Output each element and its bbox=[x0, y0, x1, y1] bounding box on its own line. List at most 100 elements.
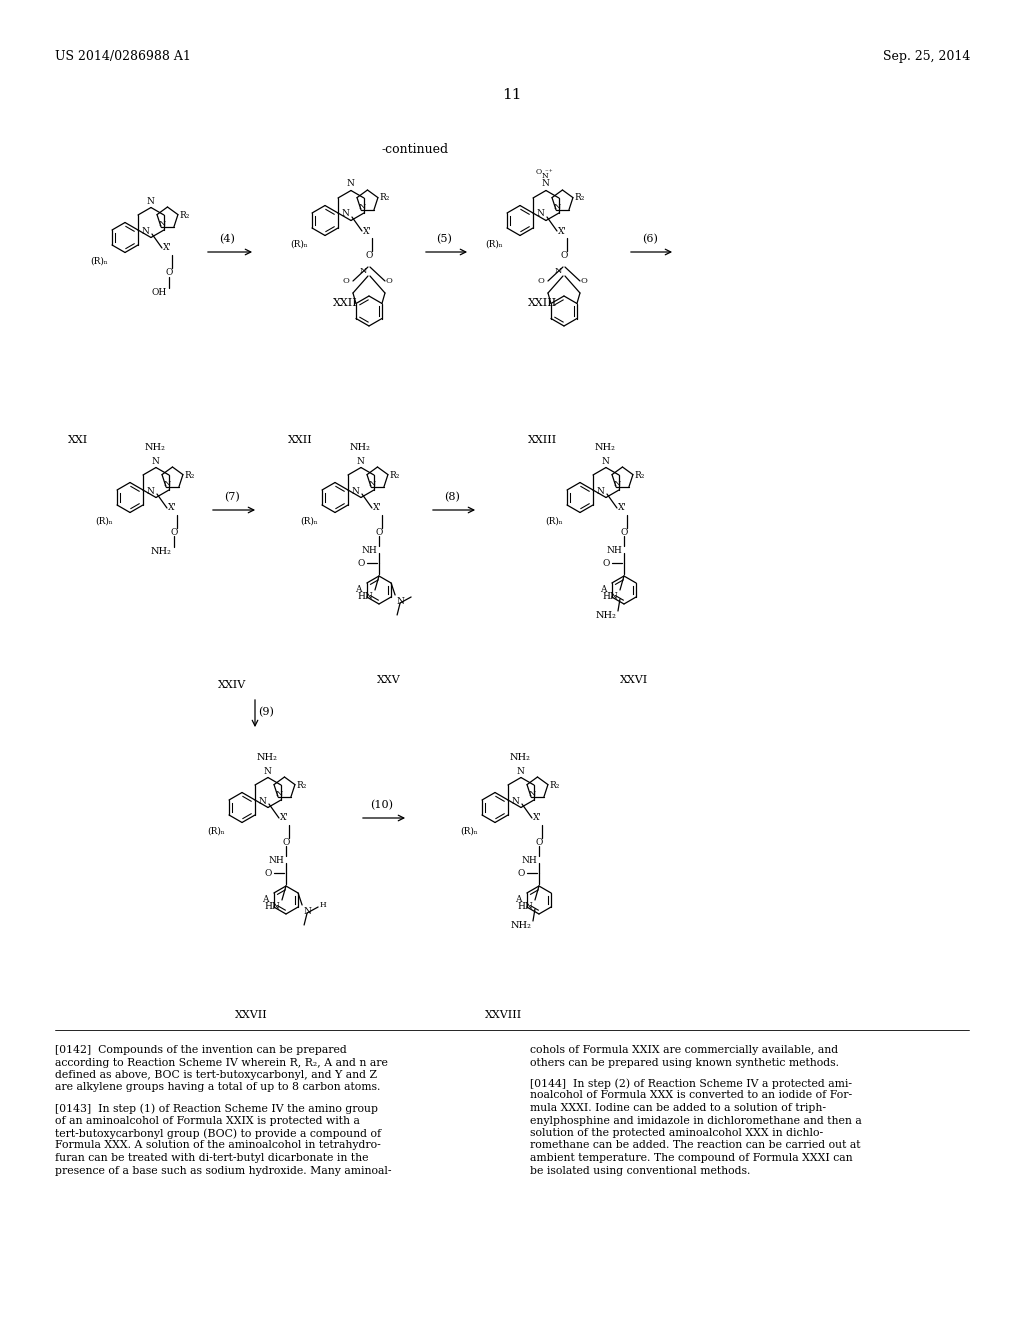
Text: Sep. 25, 2014: Sep. 25, 2014 bbox=[883, 50, 970, 63]
Text: (10): (10) bbox=[371, 800, 393, 810]
Text: H: H bbox=[319, 902, 326, 909]
Text: N: N bbox=[303, 907, 311, 916]
Text: N: N bbox=[541, 180, 549, 189]
Text: X': X' bbox=[373, 503, 382, 512]
Text: NH₂: NH₂ bbox=[151, 546, 171, 556]
Text: N: N bbox=[601, 457, 609, 466]
Text: A: A bbox=[262, 895, 269, 904]
Text: romethane can be added. The reaction can be carried out at: romethane can be added. The reaction can… bbox=[530, 1140, 860, 1151]
Text: R₂: R₂ bbox=[297, 780, 307, 789]
Text: XXIII: XXIII bbox=[528, 298, 557, 308]
Text: noalcohol of Formula XXX is converted to an iodide of For-: noalcohol of Formula XXX is converted to… bbox=[530, 1090, 852, 1101]
Text: N: N bbox=[511, 796, 519, 805]
Text: O: O bbox=[264, 869, 272, 878]
Text: O: O bbox=[283, 838, 290, 847]
Text: X': X' bbox=[532, 813, 542, 822]
Text: R₂: R₂ bbox=[380, 194, 390, 202]
Text: N: N bbox=[341, 210, 349, 219]
Text: ⁻: ⁻ bbox=[545, 169, 549, 177]
Text: N: N bbox=[542, 173, 548, 181]
Text: HN: HN bbox=[264, 902, 280, 911]
Text: A: A bbox=[600, 586, 607, 594]
Text: O: O bbox=[357, 558, 365, 568]
Text: (R)ₙ: (R)ₙ bbox=[485, 239, 503, 248]
Text: N: N bbox=[596, 487, 604, 495]
Text: N: N bbox=[141, 227, 148, 235]
Text: O: O bbox=[366, 251, 373, 260]
Text: N: N bbox=[146, 197, 154, 206]
Text: O: O bbox=[375, 528, 383, 537]
Text: XXV: XXV bbox=[377, 675, 400, 685]
Text: (4): (4) bbox=[219, 234, 234, 244]
Text: mula XXXI. Iodine can be added to a solution of triph-: mula XXXI. Iodine can be added to a solu… bbox=[530, 1104, 826, 1113]
Text: N: N bbox=[396, 597, 404, 606]
Text: NH: NH bbox=[606, 546, 622, 554]
Text: (R)ₙ: (R)ₙ bbox=[95, 516, 113, 525]
Text: O: O bbox=[581, 277, 588, 285]
Text: N: N bbox=[368, 480, 376, 488]
Text: N: N bbox=[537, 210, 544, 219]
Text: X': X' bbox=[168, 503, 177, 512]
Text: ambient temperature. The compound of Formula XXXI can: ambient temperature. The compound of For… bbox=[530, 1152, 853, 1163]
Text: [0142]  Compounds of the invention can be prepared: [0142] Compounds of the invention can be… bbox=[55, 1045, 347, 1055]
Text: O: O bbox=[165, 268, 173, 277]
Text: R₂: R₂ bbox=[184, 470, 195, 479]
Text: N: N bbox=[555, 267, 562, 275]
Text: O: O bbox=[170, 528, 177, 537]
Text: US 2014/0286988 A1: US 2014/0286988 A1 bbox=[55, 50, 190, 63]
Text: N: N bbox=[275, 791, 283, 799]
Text: (R)ₙ: (R)ₙ bbox=[291, 239, 308, 248]
Text: XXVII: XXVII bbox=[234, 1010, 267, 1020]
Text: N: N bbox=[553, 203, 560, 211]
Text: R₂: R₂ bbox=[179, 210, 189, 219]
Text: XXI: XXI bbox=[68, 436, 88, 445]
Text: cohols of Formula XXIX are commercially available, and: cohols of Formula XXIX are commercially … bbox=[530, 1045, 838, 1055]
Text: XXVI: XXVI bbox=[620, 675, 648, 685]
Text: O: O bbox=[536, 169, 542, 177]
Text: (5): (5) bbox=[436, 234, 452, 244]
Text: X': X' bbox=[617, 503, 627, 512]
Text: N: N bbox=[516, 767, 524, 776]
Text: NH: NH bbox=[521, 855, 537, 865]
Text: X': X' bbox=[558, 227, 567, 235]
Text: R₂: R₂ bbox=[389, 470, 399, 479]
Text: N: N bbox=[258, 796, 266, 805]
Text: OH: OH bbox=[152, 288, 167, 297]
Text: (R)ₙ: (R)ₙ bbox=[300, 516, 318, 525]
Text: NH₂: NH₂ bbox=[595, 611, 616, 620]
Text: R₂: R₂ bbox=[574, 194, 585, 202]
Text: XXII: XXII bbox=[333, 298, 357, 308]
Text: NH₂: NH₂ bbox=[595, 444, 615, 453]
Text: O: O bbox=[536, 838, 543, 847]
Text: 11: 11 bbox=[502, 88, 522, 102]
Text: A: A bbox=[355, 586, 361, 594]
Text: X': X' bbox=[362, 227, 372, 235]
Text: NH₂: NH₂ bbox=[349, 444, 371, 453]
Text: O: O bbox=[386, 277, 393, 285]
Text: N: N bbox=[263, 767, 271, 776]
Text: enylphosphine and imidazole in dichloromethane and then a: enylphosphine and imidazole in dichlorom… bbox=[530, 1115, 862, 1126]
Text: NH₂: NH₂ bbox=[510, 921, 531, 931]
Text: [0144]  In step (2) of Reaction Scheme IV a protected ami-: [0144] In step (2) of Reaction Scheme IV… bbox=[530, 1078, 852, 1089]
Text: O: O bbox=[621, 528, 628, 537]
Text: XXVIII: XXVIII bbox=[485, 1010, 522, 1020]
Text: defined as above, BOC is tert-butoxycarbonyl, and Y and Z: defined as above, BOC is tert-butoxycarb… bbox=[55, 1071, 377, 1080]
Text: NH₂: NH₂ bbox=[510, 754, 530, 763]
Text: (7): (7) bbox=[224, 491, 240, 502]
Text: N: N bbox=[356, 457, 364, 466]
Text: O: O bbox=[538, 277, 544, 285]
Text: be isolated using conventional methods.: be isolated using conventional methods. bbox=[530, 1166, 751, 1176]
Text: HN: HN bbox=[602, 591, 617, 601]
Text: Formula XXX. A solution of the aminoalcohol in tetrahydro-: Formula XXX. A solution of the aminoalco… bbox=[55, 1140, 381, 1151]
Text: N: N bbox=[358, 203, 366, 211]
Text: XXIII: XXIII bbox=[528, 436, 557, 445]
Text: R₂: R₂ bbox=[635, 470, 645, 479]
Text: O: O bbox=[342, 277, 349, 285]
Text: N: N bbox=[146, 487, 154, 495]
Text: X': X' bbox=[280, 813, 289, 822]
Text: N: N bbox=[158, 220, 166, 228]
Text: (R)ₙ: (R)ₙ bbox=[461, 826, 478, 836]
Text: HN: HN bbox=[517, 902, 532, 911]
Text: O: O bbox=[560, 251, 567, 260]
Text: XXIV: XXIV bbox=[218, 680, 246, 690]
